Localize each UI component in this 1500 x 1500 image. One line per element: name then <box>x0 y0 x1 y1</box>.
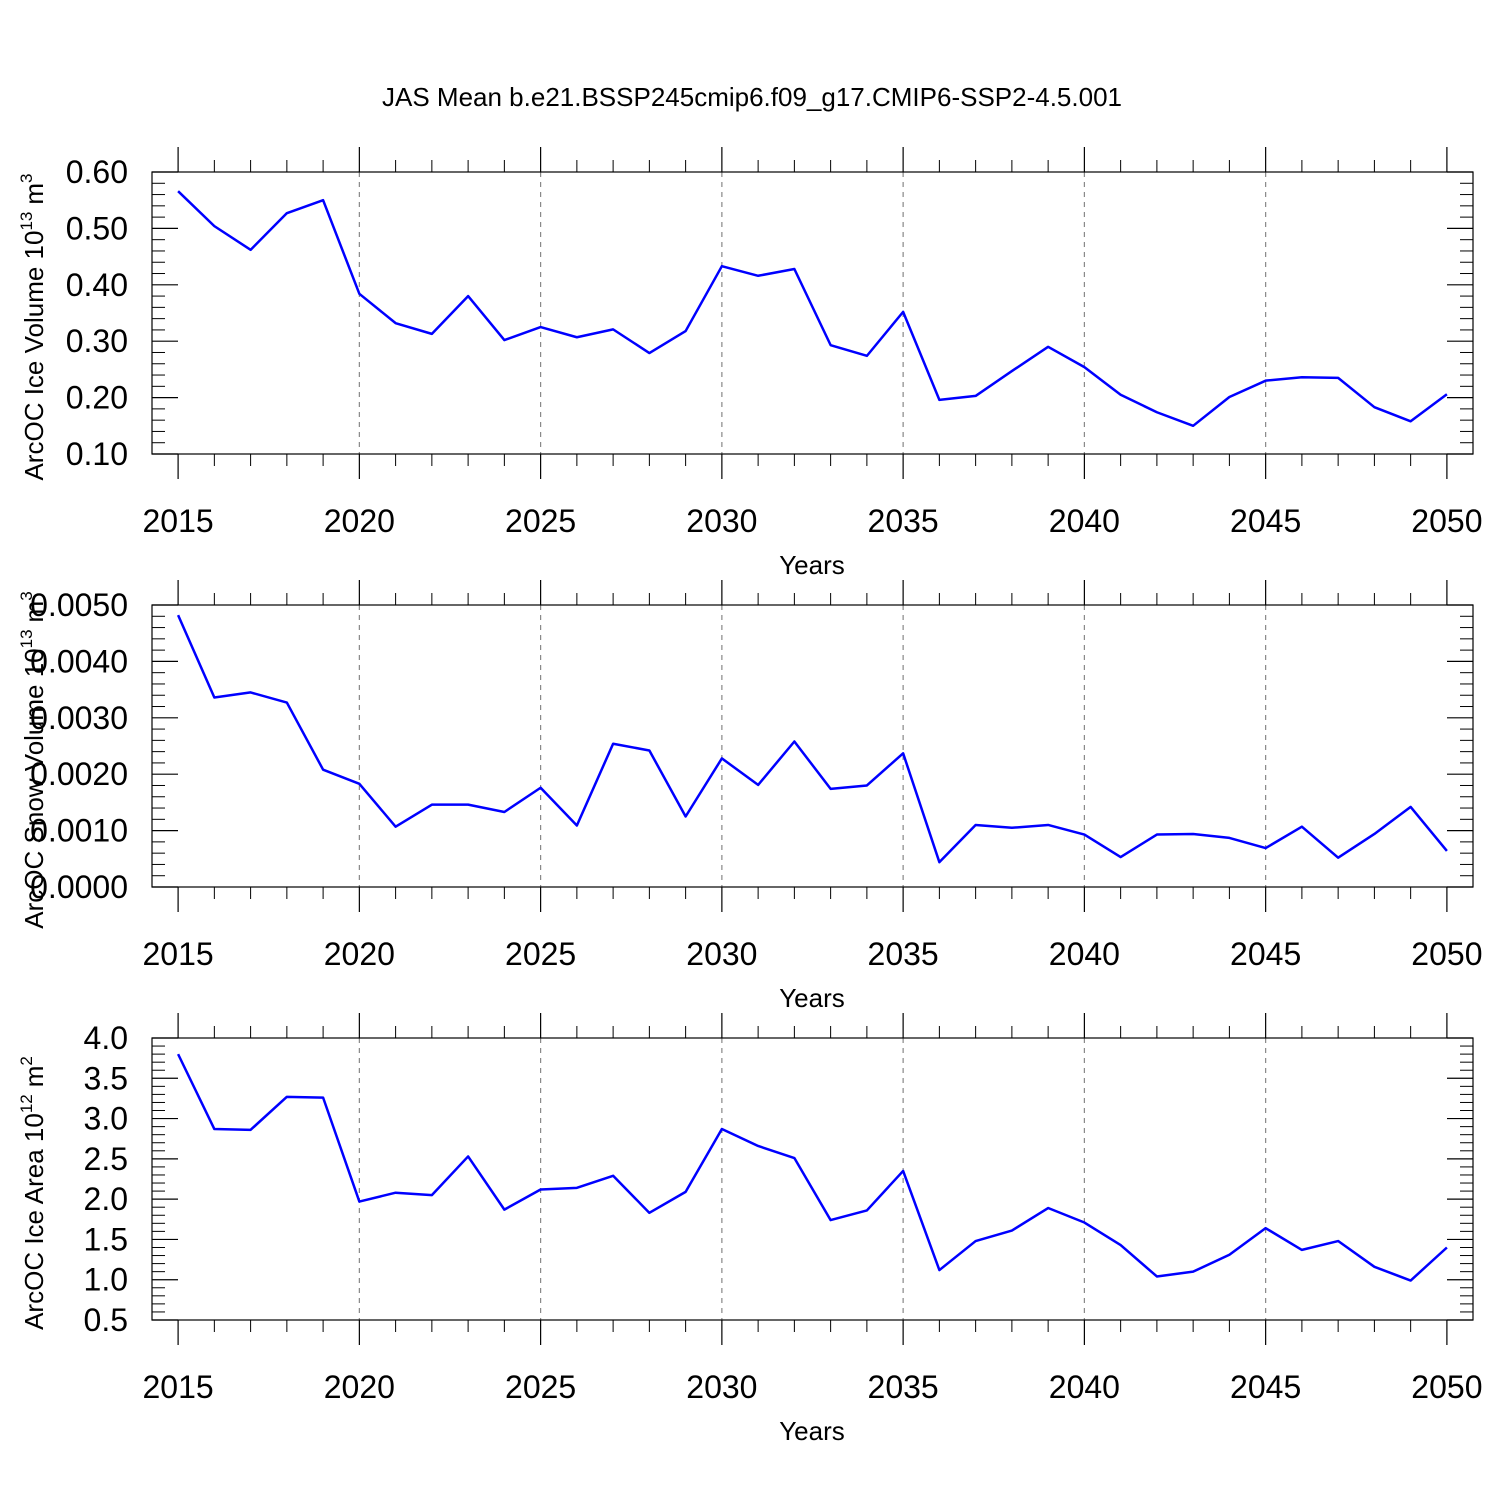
y-tick-label: 0.30 <box>66 323 128 359</box>
y-label-unit-exponent: 2 <box>17 1056 36 1065</box>
y-tick-label: 0.0020 <box>30 756 128 792</box>
x-tick-label: 2015 <box>143 1369 214 1405</box>
y-tick-label: 0.50 <box>66 210 128 246</box>
data-line <box>177 190 1448 428</box>
y-axis-label: ArcOC Snow Volume 1013 m3 <box>17 591 49 928</box>
x-tick-label: 2050 <box>1411 503 1482 539</box>
y-tick-label: 0.10 <box>66 436 128 472</box>
x-tick-label: 2040 <box>1049 1369 1120 1405</box>
y-tick-label: 1.5 <box>84 1221 128 1257</box>
x-tick-label: 2025 <box>505 503 576 539</box>
y-label-text: ArcOC Ice Area 10 <box>19 1113 49 1330</box>
x-tick-label: 2020 <box>324 1369 395 1405</box>
plot-frame <box>151 1037 1474 1321</box>
y-tick-label: 3.0 <box>84 1101 128 1137</box>
x-tick-label: 2045 <box>1230 936 1301 972</box>
x-axis-label: Years <box>779 983 845 1013</box>
x-tick-label: 2015 <box>143 503 214 539</box>
y-tick-label: 0.0050 <box>30 587 128 623</box>
x-tick-label: 2040 <box>1049 503 1120 539</box>
data-line <box>176 1053 1448 1282</box>
y-label-unit: m <box>19 1066 49 1088</box>
x-tick-label: 2030 <box>686 1369 757 1405</box>
x-tick-label: 2045 <box>1230 1369 1301 1405</box>
x-tick-label: 2040 <box>1049 936 1120 972</box>
plot-frame <box>151 171 1474 455</box>
y-label-text: ArcOC Ice Volume 10 <box>19 231 49 481</box>
y-tick-label: 0.60 <box>66 154 128 190</box>
y-tick-label: 2.0 <box>84 1181 128 1217</box>
y-label-unit-exponent: 3 <box>17 173 36 182</box>
y-label-unit-exponent: 3 <box>17 591 36 600</box>
y-tick-label: 0.0000 <box>30 869 128 905</box>
y-label-unit: m <box>19 183 49 205</box>
x-tick-label: 2025 <box>505 936 576 972</box>
plot-frame <box>151 604 1474 888</box>
x-axis-label: Years <box>779 1416 845 1446</box>
x-tick-label: 2025 <box>505 1369 576 1405</box>
y-axis-label: ArcOC Ice Volume 1013 m3 <box>17 173 49 480</box>
y-label-exponent: 13 <box>17 212 36 231</box>
y-tick-label: 0.20 <box>66 380 128 416</box>
x-tick-label: 2045 <box>1230 503 1301 539</box>
x-tick-label: 2020 <box>324 503 395 539</box>
y-axis-label: ArcOC Ice Area 1012 m2 <box>17 1056 49 1330</box>
y-label-unit: m <box>19 601 49 623</box>
data-line <box>176 614 1448 864</box>
y-tick-label: 0.0030 <box>30 700 128 736</box>
x-tick-label: 2035 <box>868 1369 939 1405</box>
y-tick-label: 3.5 <box>84 1060 128 1096</box>
x-tick-label: 2035 <box>868 503 939 539</box>
chart-title: JAS Mean b.e21.BSSP245cmip6.f09_g17.CMIP… <box>382 82 1122 112</box>
y-tick-label: 0.5 <box>84 1302 128 1338</box>
x-tick-label: 2035 <box>868 936 939 972</box>
y-label-exponent: 12 <box>17 1094 36 1113</box>
y-label-text: ArcOC Snow Volume 10 <box>19 648 49 928</box>
y-tick-label: 0.40 <box>66 267 128 303</box>
x-tick-label: 2050 <box>1411 936 1482 972</box>
x-tick-label: 2030 <box>686 936 757 972</box>
x-tick-label: 2020 <box>324 936 395 972</box>
x-tick-label: 2015 <box>143 936 214 972</box>
y-tick-label: 2.5 <box>84 1141 128 1177</box>
x-tick-label: 2030 <box>686 503 757 539</box>
x-tick-label: 2050 <box>1411 1369 1482 1405</box>
x-axis-label: Years <box>779 550 845 580</box>
y-tick-label: 0.0010 <box>30 813 128 849</box>
y-label-exponent: 13 <box>17 629 36 648</box>
y-tick-label: 4.0 <box>84 1020 128 1056</box>
y-tick-label: 1.0 <box>84 1262 128 1298</box>
y-tick-label: 0.0040 <box>30 643 128 679</box>
